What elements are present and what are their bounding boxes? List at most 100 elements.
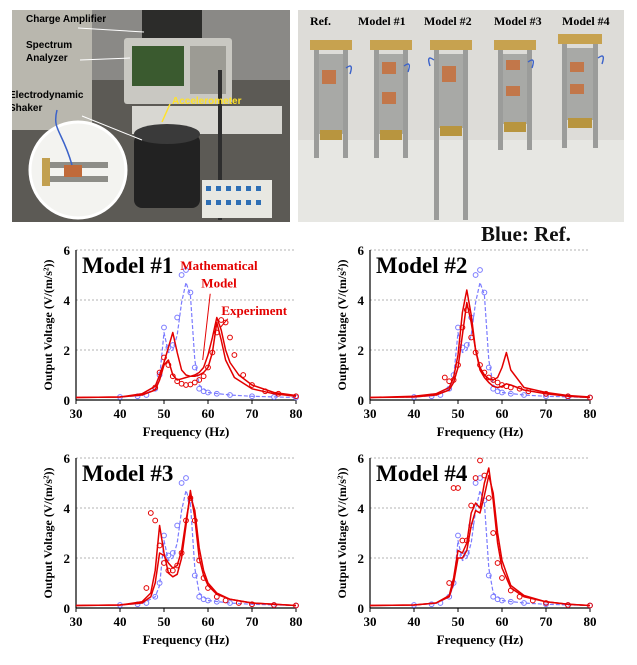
data-point-model	[227, 334, 233, 341]
setup-photo-illustration	[12, 10, 290, 222]
x-tick-label: 70	[540, 406, 553, 421]
x-tick-label: 60	[496, 406, 509, 421]
y-axis-label: Output Voltage (V/(m/s²))	[41, 468, 55, 599]
x-tick-label: 50	[158, 406, 171, 421]
data-point-reference	[196, 385, 203, 392]
data-point-reference	[455, 532, 461, 539]
x-tick-label: 40	[114, 406, 127, 421]
data-point-model	[178, 550, 185, 556]
annotation-label: Mathematical	[180, 258, 258, 273]
x-tick-label: 50	[452, 614, 465, 629]
x-tick-label: 30	[364, 406, 377, 421]
data-point-model	[494, 379, 501, 386]
models-photo-illustration	[298, 10, 624, 222]
data-point-model	[468, 334, 475, 341]
label-shaker-line1: Electrodynamic	[12, 90, 84, 101]
data-point-model	[494, 560, 501, 566]
data-point-model	[161, 354, 167, 361]
y-tick-label: 4	[358, 293, 365, 308]
annotation-label: Experiment	[221, 303, 287, 318]
data-point-model	[490, 530, 497, 536]
data-point-model	[187, 495, 194, 501]
x-tick-label: 80	[584, 406, 597, 421]
x-tick-label: 40	[408, 614, 421, 629]
label-spectrum-analyzer-line2: Analyzer	[26, 53, 68, 64]
y-tick-label: 2	[358, 343, 365, 358]
series-line-reference-1	[369, 281, 591, 399]
x-tick-label: 80	[290, 406, 303, 421]
data-point-model	[507, 587, 514, 594]
data-point-model	[205, 585, 211, 591]
x-tick-label: 60	[496, 614, 509, 629]
data-point-model	[200, 373, 207, 380]
data-point-model	[587, 394, 593, 401]
specimen-label-1: Model #1	[358, 14, 406, 28]
data-point-model	[490, 377, 497, 383]
annotation-leader	[219, 318, 229, 328]
data-point-model	[587, 602, 593, 609]
chart-model-4: 0 2 4 6 30 40 50 60 70 80 Model #4 Frequency (Hz) Ou…	[335, 452, 597, 647]
data-point-model	[455, 362, 461, 368]
data-point-model	[463, 537, 470, 544]
specimen-label-3: Model #3	[494, 14, 542, 28]
y-tick-label: 2	[64, 343, 71, 358]
annotation-label: Model	[201, 276, 237, 291]
data-point-reference	[183, 475, 189, 481]
x-tick-label: 70	[246, 406, 259, 421]
data-point-reference	[178, 272, 185, 278]
data-point-model	[481, 369, 488, 376]
x-axis-label: Frequency (Hz)	[143, 632, 230, 647]
legend-note-blue-ref: Blue: Ref.	[481, 222, 571, 246]
data-point-model	[156, 542, 163, 549]
data-point-model	[191, 517, 198, 524]
y-tick-label: 0	[64, 601, 71, 616]
x-tick-label: 30	[70, 406, 83, 421]
data-point-model	[463, 307, 470, 313]
data-point-model	[441, 374, 448, 381]
y-axis-label: Output Voltage (V/(m/s²))	[41, 260, 55, 391]
data-point-reference	[161, 532, 167, 539]
data-point-model	[525, 388, 532, 395]
data-point-model	[174, 378, 181, 385]
data-point-model	[156, 369, 163, 376]
x-tick-label: 80	[290, 614, 303, 629]
data-point-model	[200, 575, 207, 581]
data-point-reference	[174, 314, 181, 321]
label-spectrum-analyzer-line1: Spectrum	[26, 40, 73, 51]
chart-title: Model #2	[376, 253, 467, 278]
chart-title: Model #4	[376, 461, 468, 486]
data-point-reference	[481, 289, 488, 296]
data-point-model	[262, 388, 269, 395]
data-point-reference	[485, 572, 492, 579]
data-point-reference	[174, 522, 181, 529]
x-tick-label: 50	[158, 614, 171, 629]
y-tick-label: 4	[64, 501, 71, 516]
x-tick-label: 60	[202, 614, 215, 629]
series-line-reference-1	[75, 489, 297, 607]
y-tick-label: 0	[358, 393, 365, 408]
data-point-model	[529, 597, 536, 604]
series-line-model-2	[75, 316, 297, 399]
data-point-reference	[249, 393, 255, 400]
y-tick-label: 6	[358, 244, 365, 258]
data-point-model	[152, 517, 159, 524]
data-point-model	[143, 585, 150, 591]
data-point-model	[165, 362, 172, 368]
data-point-model	[152, 384, 159, 391]
data-point-model	[191, 379, 198, 386]
y-tick-label: 2	[64, 551, 71, 566]
x-axis-label: Frequency (Hz)	[437, 424, 524, 439]
series-line-model-3	[369, 474, 591, 607]
data-point-model	[271, 602, 277, 608]
x-tick-label: 50	[452, 406, 465, 421]
x-tick-label: 70	[246, 614, 259, 629]
x-tick-label: 40	[114, 614, 127, 629]
y-tick-label: 6	[64, 244, 71, 258]
data-point-model	[516, 385, 523, 392]
annotation-leader	[202, 293, 211, 361]
data-point-model	[446, 580, 453, 586]
data-point-reference	[191, 572, 198, 579]
data-point-model	[543, 600, 549, 606]
chart-model-1: 0 2 4 6 30 40 50 60 70 80 Model #1 Mathematical Mode…	[41, 244, 303, 439]
data-point-model	[147, 510, 154, 516]
